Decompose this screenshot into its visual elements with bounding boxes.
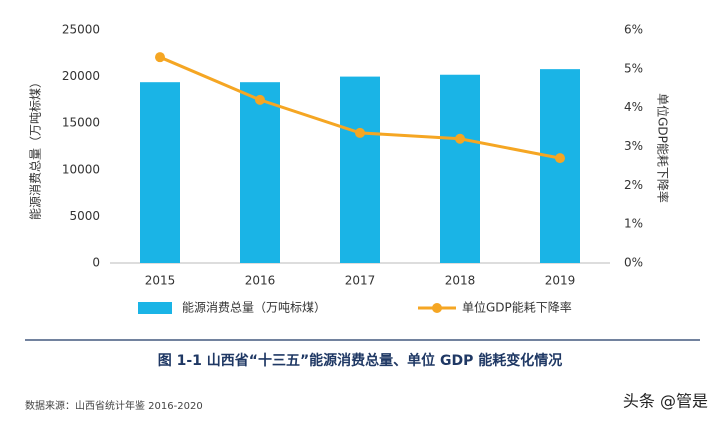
x-tick-label: 2015 [145,274,176,288]
bar [140,82,180,263]
caption: 图 1-1 山西省“十三五”能源消费总量、单位 GDP 能耗变化情况 [158,352,563,369]
y2-tick-label: 1% [624,217,643,231]
y2-tick-label: 6% [624,23,643,37]
watermark: 头条 @管是 [623,392,708,411]
point [455,133,465,144]
legend-swatch [432,303,442,313]
x-tick-label: 2017 [345,274,376,288]
point [155,52,165,63]
y2-tick-label: 2% [624,178,643,192]
y-tick-label: 25000 [62,23,100,37]
point [355,127,365,138]
y2-tick-label: 3% [624,139,643,153]
bar [440,74,480,264]
y2-tick-label: 4% [624,100,643,114]
x-tick-label: 2019 [545,274,576,288]
y2-tick-label: 5% [624,61,643,75]
bar [340,76,380,263]
y-tick-label: 0 [92,256,100,270]
point [555,153,565,164]
y-tick-label: 15000 [62,116,100,130]
y2-tick-label: 0% [624,256,643,270]
y2-axis-label: 单位GDP能耗下降率 [656,93,671,203]
x-tick-label: 2018 [445,274,476,288]
point [255,94,265,105]
legend-swatch [138,302,172,314]
source: 数据来源：山西省统计年鉴 2016-2020 [25,399,203,412]
y-tick-label: 5000 [69,209,100,223]
y-axis-label: 能源消费总量（万吨标煤） [29,76,43,220]
x-tick-label: 2016 [245,274,276,288]
legend-label: 能源消费总量（万吨标煤） [182,301,326,315]
legend-label: 单位GDP能耗下降率 [462,300,572,315]
bar [240,82,280,263]
y-tick-label: 20000 [62,69,100,83]
bar [540,69,580,263]
y-tick-label: 10000 [62,162,100,176]
